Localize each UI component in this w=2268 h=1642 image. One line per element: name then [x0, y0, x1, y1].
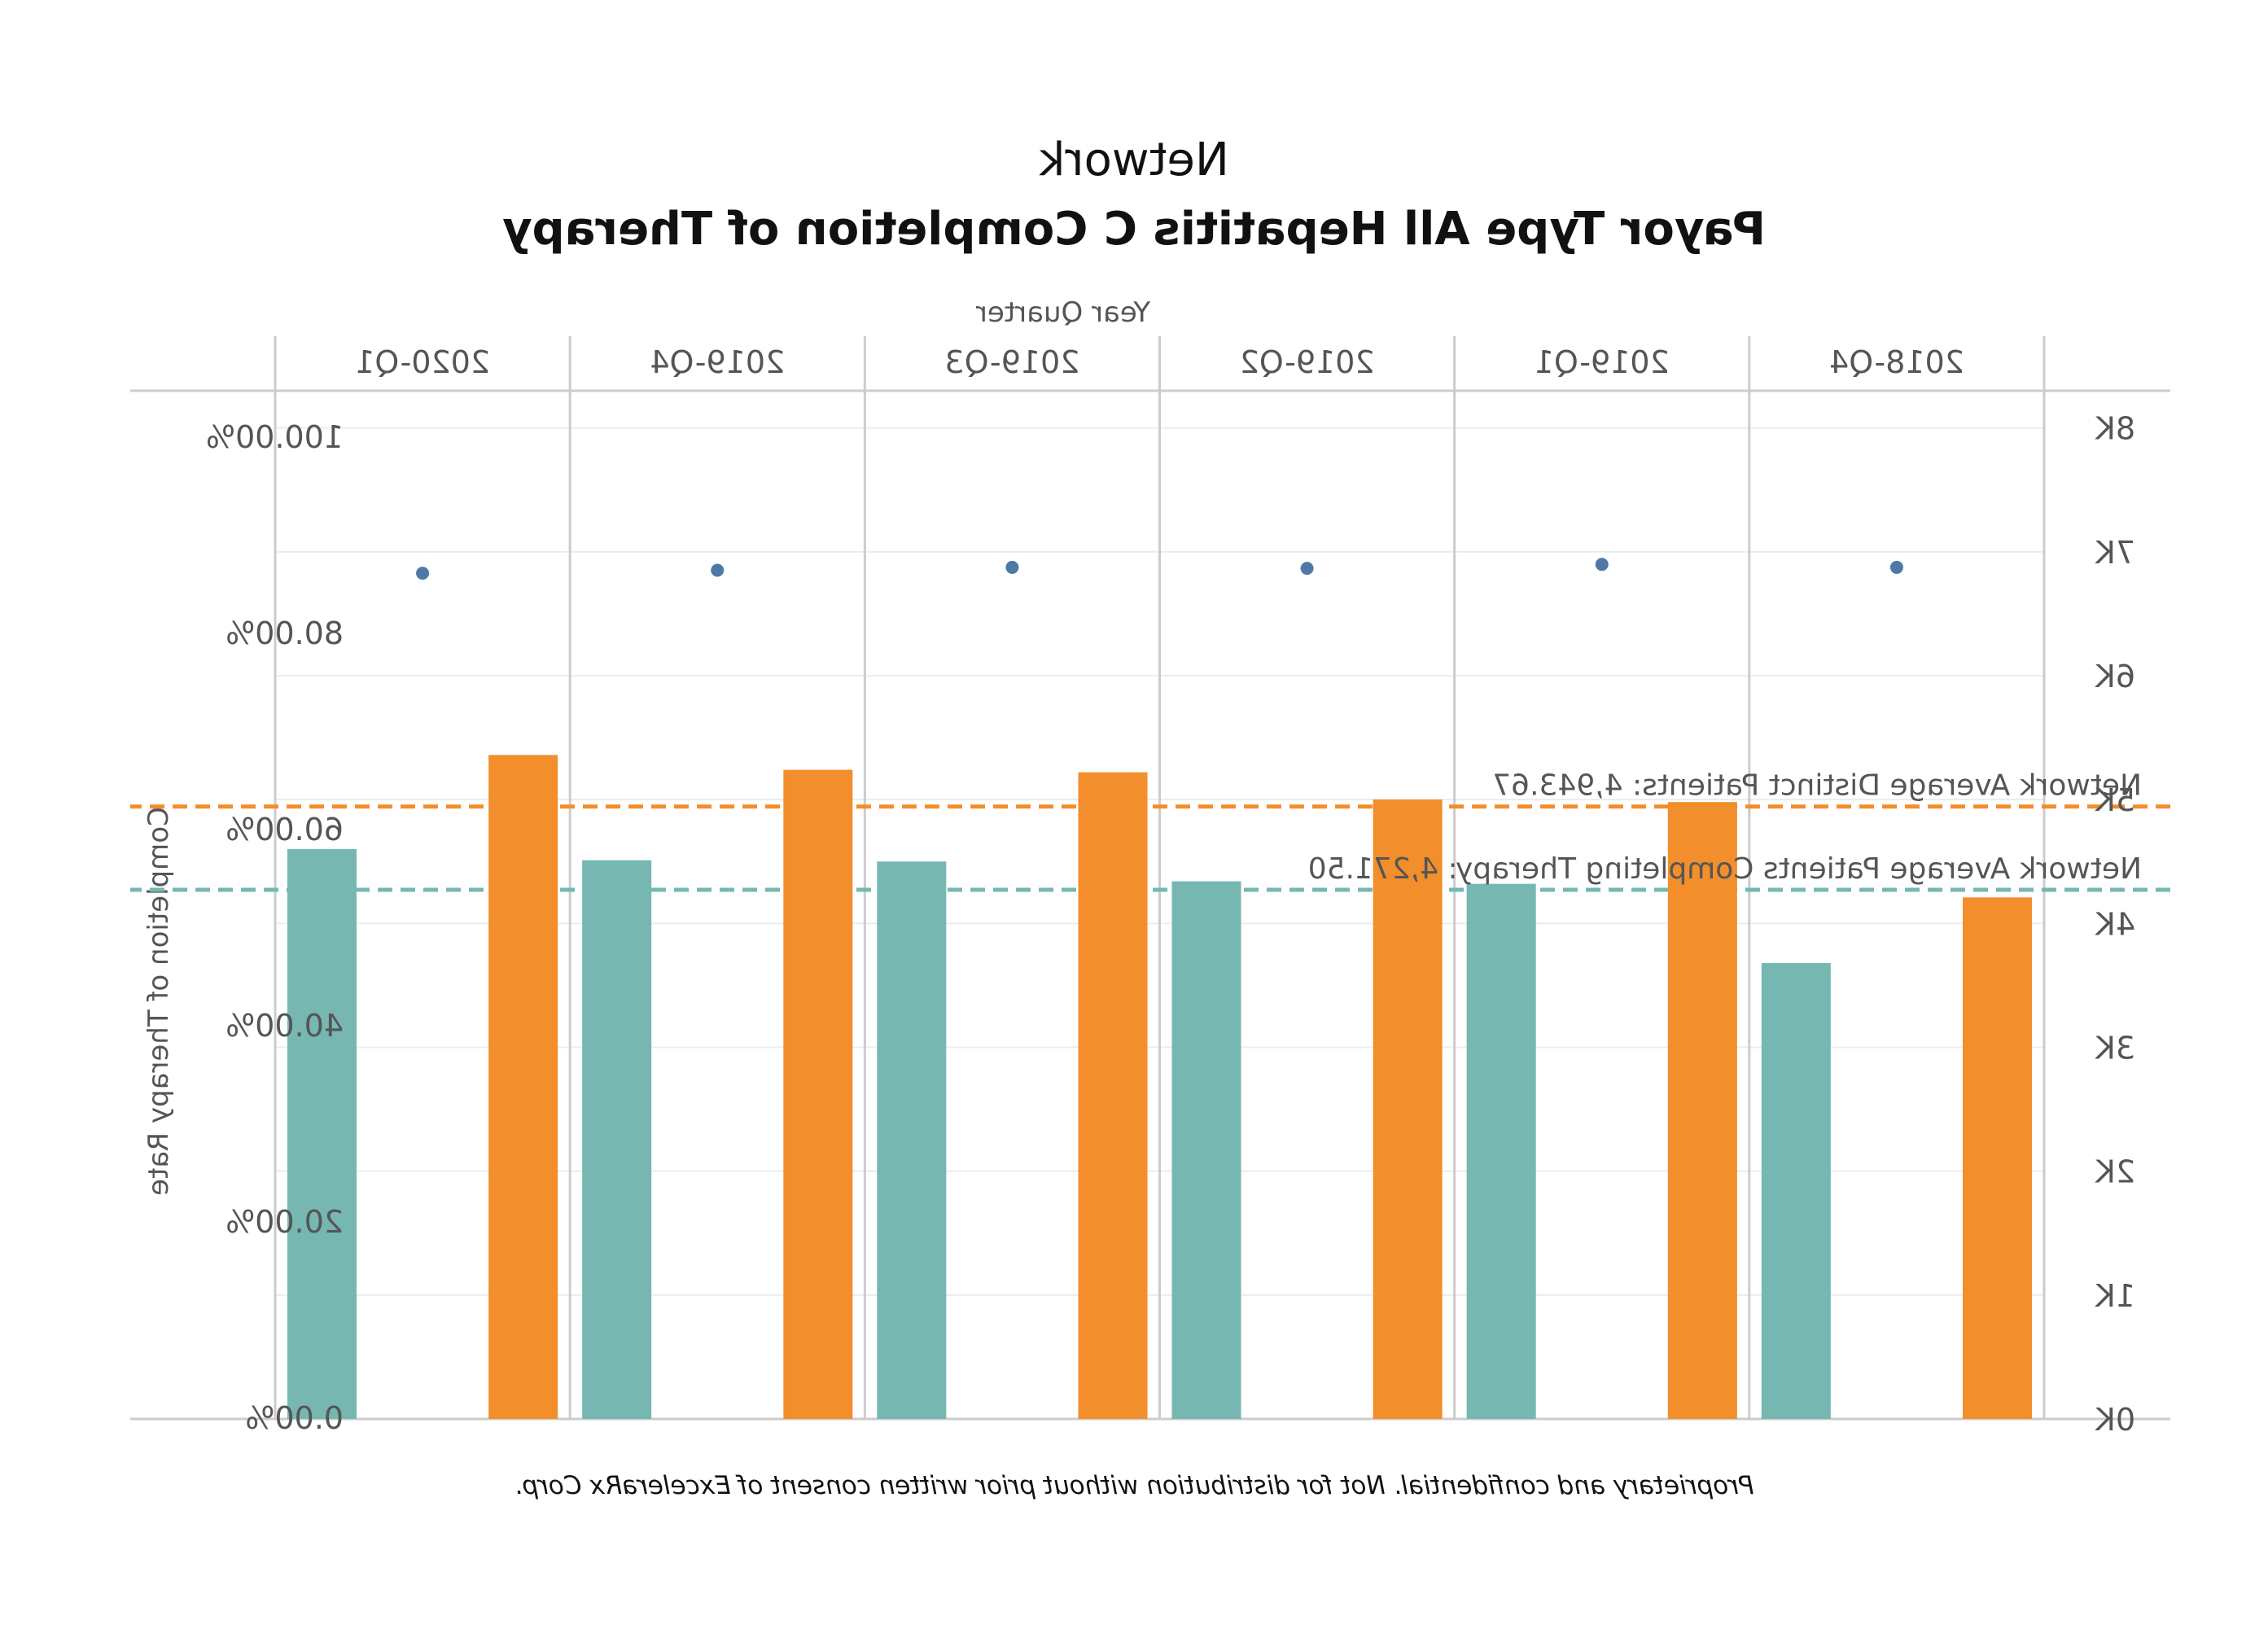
reference-line-label: Network Average Distinct Patients: 4,943… [1492, 769, 2142, 803]
x-axis-title: Year Quarter [976, 296, 1151, 329]
left-axis-tick: 100.00% [206, 419, 344, 455]
bar-patients-completing [1761, 963, 1831, 1419]
completion-rate-point [1300, 562, 1314, 576]
completion-rate-point [1595, 558, 1609, 571]
left-axis-tick: 60.00% [225, 812, 344, 847]
chart-plot-layer: 2018-Q4 2019-Q1 2019-Q2 2019-Q3 2019-Q4 2020-… [130, 336, 2170, 1438]
left-axis-label: Completion of Therapy Rate [142, 807, 175, 1196]
right-axis-tick: 0K [2095, 1402, 2135, 1438]
right-axis-tick: 2K [2095, 1154, 2135, 1190]
chart-subtitle: Payor Type All Hepatitis C Completion of… [502, 203, 1766, 256]
completion-rate-point [711, 563, 725, 577]
bar-distinct-patients [1667, 802, 1737, 1419]
bar-patients-completing [287, 849, 357, 1419]
right-axis-tick: 4K [2095, 906, 2135, 942]
category-label: 2018-Q4 [1829, 344, 1964, 380]
category-label: 2019-Q1 [1535, 344, 1670, 380]
left-axis-tick: 0.00% [245, 1400, 344, 1436]
bar-distinct-patients [1373, 799, 1443, 1419]
bar-distinct-patients [783, 769, 853, 1419]
category-label: 2019-Q2 [1240, 344, 1375, 380]
bar-patients-completing [1171, 881, 1241, 1419]
bar-patients-completing [877, 861, 947, 1419]
category-label: 2020-Q1 [355, 344, 490, 380]
completion-rate-point [416, 567, 430, 580]
category-label: 2019-Q4 [650, 344, 785, 380]
completion-rate-point [1005, 560, 1019, 574]
left-axis-tick: 40.00% [225, 1008, 344, 1044]
right-axis-tick: 6K [2095, 659, 2135, 694]
right-axis-tick: 1K [2095, 1278, 2135, 1314]
right-axis-tick: 5K [2095, 782, 2135, 818]
bar-patients-completing [582, 860, 652, 1419]
footer-note: Proprietary and confidential. Not for di… [514, 1471, 1754, 1500]
bar-distinct-patients [488, 755, 558, 1419]
bar-patients-completing [1466, 883, 1536, 1419]
right-axis-tick: 8K [2095, 411, 2135, 447]
right-axis-tick: 7K [2095, 535, 2135, 571]
category-label: 2019-Q3 [944, 344, 1079, 380]
right-axis-tick: 3K [2095, 1030, 2135, 1066]
bar-distinct-patients [1078, 772, 1148, 1419]
chart-title: Network [1039, 134, 1229, 186]
left-axis-tick: 20.00% [225, 1204, 344, 1240]
bar-distinct-patients [1963, 897, 2032, 1419]
reference-line-label: Network Average Patients Completing Ther… [1308, 852, 2142, 886]
left-axis-tick: 80.00% [225, 615, 344, 651]
completion-rate-point [1889, 560, 1903, 574]
